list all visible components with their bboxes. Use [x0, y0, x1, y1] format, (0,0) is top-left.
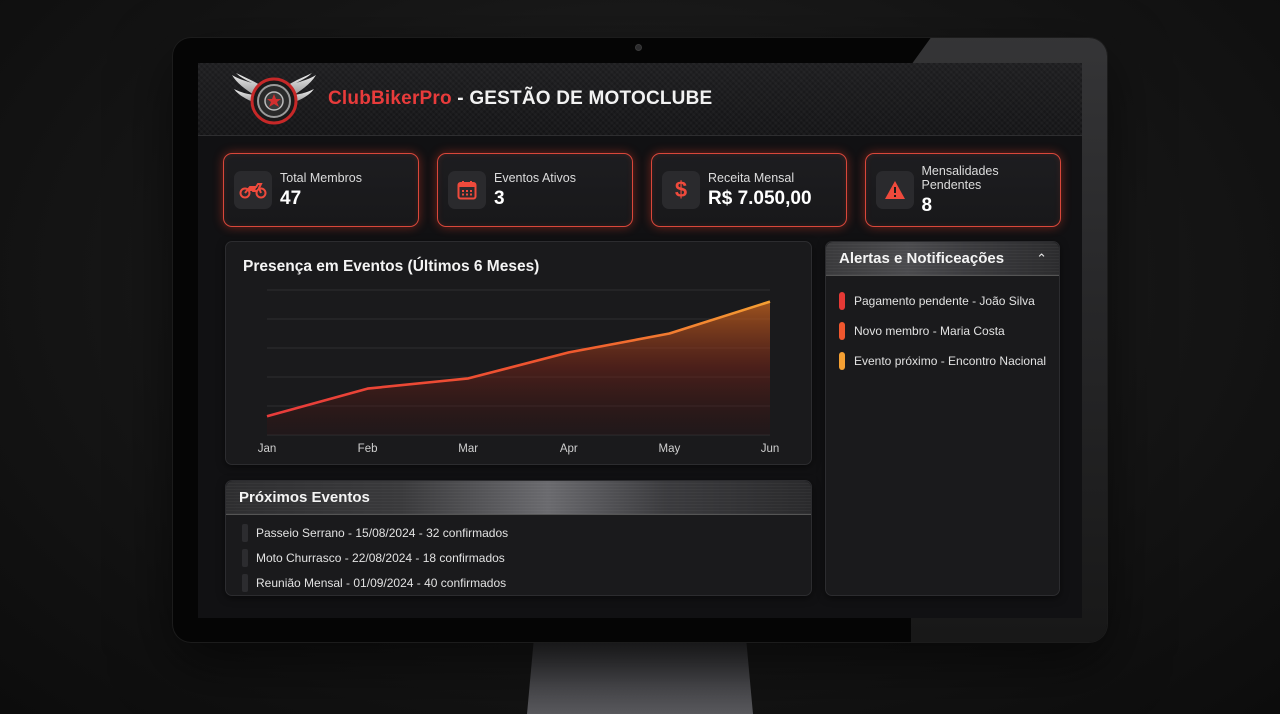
upcoming-events-panel: Próximos Eventos Passeio Serrano - 15/08…: [225, 480, 812, 596]
dashboard-screen: ClubBikerPro - GESTÃO DE MOTOCLUBE Total…: [198, 63, 1082, 618]
event-item[interactable]: Passeio Serrano - 15/08/2024 - 32 confir…: [226, 520, 811, 545]
stat-label: Receita Mensal: [708, 170, 795, 185]
stat-label: Eventos Ativos: [494, 170, 576, 185]
winged-wheel-logo-icon: [232, 73, 316, 125]
x-axis-label: Jun: [761, 443, 780, 455]
stats-row: Total Membros 47 Eventos Ativo: [223, 153, 1061, 227]
attendance-line-chart: Jan Feb Mar Apr May Jun: [258, 289, 780, 455]
alert-indicator: [839, 292, 845, 310]
alert-item[interactable]: Evento próximo - Encontro Nacional: [826, 346, 1059, 376]
alert-text: Pagamento pendente - João Silva: [854, 294, 1035, 308]
stat-card-mensalidades-pendentes[interactable]: Mensalidades Pendentes 8: [865, 153, 1061, 227]
event-item[interactable]: Reunião Mensal - 01/09/2024 - 40 confirm…: [226, 570, 811, 595]
event-item[interactable]: Moto Churrasco - 22/08/2024 - 18 confirm…: [226, 545, 811, 570]
event-text: Reunião Mensal - 01/09/2024 - 40 confirm…: [256, 575, 507, 590]
alerts-panel: Alertas e Notificeações ⌃ Pagamento pend…: [825, 241, 1060, 596]
alert-text: Evento próximo - Encontro Nacional: [854, 354, 1047, 368]
x-axis-label: Jan: [258, 443, 277, 455]
stat-card-total-membros[interactable]: Total Membros 47: [223, 153, 419, 227]
event-indicator: [242, 573, 248, 592]
alerts-list: Pagamento pendente - João Silva Novo mem…: [826, 276, 1059, 376]
x-axis-label: Apr: [560, 443, 578, 455]
monitor-frame: ClubBikerPro - GESTÃO DE MOTOCLUBE Total…: [173, 38, 1107, 642]
alert-item[interactable]: Novo membro - Maria Costa: [826, 316, 1059, 346]
stat-value: R$ 7.050,00: [708, 187, 812, 209]
x-axis-label: Feb: [358, 443, 378, 455]
stat-value: 3: [494, 187, 505, 209]
chevron-up-icon[interactable]: ⌃: [1036, 250, 1047, 266]
events-list: Passeio Serrano - 15/08/2024 - 32 confir…: [226, 515, 811, 595]
motorcycle-icon: [234, 171, 272, 209]
alerts-title: Alertas e Notificeações: [839, 250, 1005, 267]
monitor-stand: [527, 640, 753, 714]
event-text: Moto Churrasco - 22/08/2024 - 18 confirm…: [256, 550, 505, 565]
alert-indicator: [839, 352, 845, 370]
stat-value: 8: [921, 194, 933, 216]
alert-text: Novo membro - Maria Costa: [854, 324, 1005, 338]
brand-name: ClubBikerPro: [328, 88, 452, 109]
stat-value: 47: [280, 187, 302, 209]
alerts-header[interactable]: Alertas e Notificeações ⌃: [826, 242, 1059, 276]
x-axis-label: May: [659, 443, 681, 455]
events-header: Próximos Eventos: [226, 481, 811, 515]
stat-label: Total Membros: [280, 170, 362, 185]
stat-label: Mensalidades Pendentes: [921, 163, 999, 192]
title-suffix: - GESTÃO DE MOTOCLUBE: [451, 88, 713, 109]
x-axis-label: Mar: [458, 443, 478, 455]
page-title: ClubBikerPro - GESTÃO DE MOTOCLUBE: [328, 88, 712, 110]
event-indicator: [242, 548, 248, 567]
calendar-icon: [448, 171, 486, 209]
webcam: [635, 44, 642, 51]
warning-icon: [876, 171, 914, 209]
dollar-icon: $: [662, 171, 700, 209]
event-text: Passeio Serrano - 15/08/2024 - 32 confir…: [256, 525, 509, 540]
alert-item[interactable]: Pagamento pendente - João Silva: [826, 286, 1059, 316]
event-indicator: [242, 523, 248, 542]
events-title: Próximos Eventos: [239, 489, 370, 506]
app-header: ClubBikerPro - GESTÃO DE MOTOCLUBE: [198, 63, 1082, 136]
attendance-chart-panel: Presença em Eventos (Últimos 6 Meses): [225, 241, 812, 465]
chart-title: Presença em Eventos (Últimos 6 Meses): [243, 258, 540, 275]
stat-card-eventos-ativos[interactable]: Eventos Ativos 3: [437, 153, 633, 227]
stat-card-receita-mensal[interactable]: $ Receita Mensal R$ 7.050,00: [651, 153, 847, 227]
alert-indicator: [839, 322, 845, 340]
